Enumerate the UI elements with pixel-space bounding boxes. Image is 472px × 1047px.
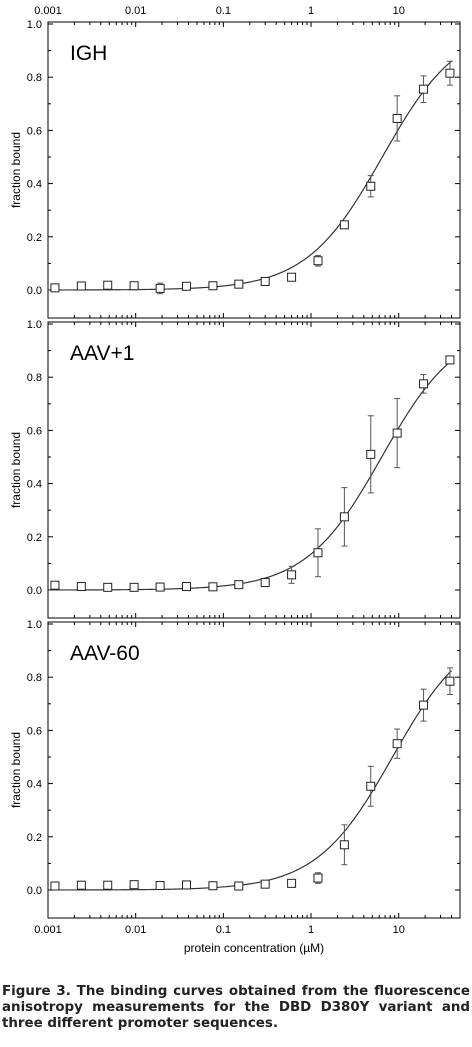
top-axis-tick-label: 1: [308, 5, 314, 17]
x-tick-label: 0.1: [216, 924, 231, 936]
data-point: [234, 279, 244, 289]
plot-frame: [47, 321, 461, 619]
panel-label: IGH: [70, 42, 107, 65]
binding-curves-figure: 0.001 0.01 0.1 1 100.00.20.40.60.81.0fractio…: [9, 5, 461, 955]
data-point: [419, 700, 429, 710]
x-tick-label: 0.001: [34, 924, 62, 936]
top-axis-tick-label: 0.1: [216, 5, 231, 17]
data-point: [392, 113, 402, 123]
data-point: [50, 283, 60, 293]
panel-label: AAV+1: [70, 342, 134, 365]
y-axis-title: fraction bound: [9, 132, 23, 208]
data-point: [76, 880, 86, 890]
data-point: [182, 281, 192, 291]
y-tick-label: 0.0: [27, 585, 42, 597]
y-axis-title: fraction bound: [9, 432, 23, 508]
figure-caption: Figure 3. The binding curves obtained fr…: [2, 984, 470, 1031]
data-point: [339, 512, 349, 522]
y-tick-label: 0.6: [27, 725, 42, 737]
data-point: [208, 281, 218, 291]
data-point: [287, 272, 297, 282]
chart-panel-igh: 0.0 0.2 0.4 0.6 0.8 1.0 fraction bound IGH: [9, 19, 461, 319]
data-point: [129, 281, 139, 291]
fit-curve: [48, 60, 452, 291]
data-point: [366, 781, 376, 791]
data-point: [129, 880, 139, 890]
data-point: [155, 880, 165, 890]
data-point: [155, 283, 165, 293]
y-tick-label: 0.0: [27, 285, 42, 297]
data-point: [76, 281, 86, 291]
y-tick-label: 0.8: [27, 372, 42, 384]
plot-frame: [47, 621, 461, 919]
top-axis-tick-label: 10: [393, 5, 405, 17]
data-point: [445, 676, 455, 686]
y-tick-label: 0.6: [27, 425, 42, 437]
data-point: [50, 580, 60, 590]
data-point: [339, 840, 349, 850]
plot-frame: [47, 21, 461, 319]
data-point: [313, 873, 323, 883]
data-point: [339, 220, 349, 230]
x-tick-label: 0.01: [125, 924, 146, 936]
data-point: [419, 379, 429, 389]
data-point: [234, 881, 244, 891]
data-point: [103, 880, 113, 890]
y-tick-label: 0.4: [27, 479, 42, 491]
x-tick-label: 1: [308, 924, 314, 936]
y-tick-label: 1.0: [27, 319, 42, 331]
data-point: [155, 582, 165, 592]
data-point: [182, 880, 192, 890]
data-point: [50, 881, 60, 891]
x-axis-title: protein concentration (µM): [184, 941, 324, 955]
data-point: [392, 739, 402, 749]
y-tick-label: 0.6: [27, 125, 42, 137]
data-point: [208, 881, 218, 891]
top-axis-tick-label: 0.001: [34, 5, 62, 17]
data-point: [419, 84, 429, 94]
y-axis-title: fraction bound: [9, 732, 23, 808]
data-point: [445, 355, 455, 365]
data-point: [103, 280, 113, 290]
data-point: [287, 570, 297, 580]
data-point: [103, 582, 113, 592]
panel-label: AAV-60: [70, 642, 140, 665]
chart-panel-aav-1: 0.0 0.2 0.4 0.6 0.8 1.0 fraction bound AAV+1: [9, 319, 461, 619]
y-tick-label: 0.0: [27, 885, 42, 897]
data-point: [234, 580, 244, 590]
y-tick-label: 0.8: [27, 672, 42, 684]
data-point: [287, 878, 297, 888]
x-tick-label: 10: [393, 924, 405, 936]
data-point: [392, 428, 402, 438]
data-point: [129, 582, 139, 592]
data-point: [313, 548, 323, 558]
y-tick-label: 0.2: [27, 832, 42, 844]
y-tick-label: 0.8: [27, 72, 42, 84]
data-point: [445, 68, 455, 78]
y-tick-label: 1.0: [27, 19, 42, 31]
data-point: [260, 276, 270, 286]
data-point: [366, 181, 376, 191]
data-point: [260, 578, 270, 588]
y-tick-label: 1.0: [27, 619, 42, 631]
data-point: [208, 582, 218, 592]
top-axis-tick-label: 0.01: [125, 5, 146, 17]
y-tick-label: 0.2: [27, 532, 42, 544]
y-tick-label: 0.4: [27, 179, 42, 191]
chart-panel-aav-60: 0.0 0.2 0.4 0.6 0.8 1.0 fraction bound AAV-60 0.…: [9, 619, 461, 955]
data-point: [313, 256, 323, 266]
data-point: [76, 582, 86, 592]
data-point: [260, 879, 270, 889]
fit-curve: [48, 670, 452, 891]
fit-curve: [48, 360, 452, 591]
data-point: [366, 449, 376, 459]
y-tick-label: 0.2: [27, 232, 42, 244]
data-point: [182, 582, 192, 592]
y-tick-label: 0.4: [27, 779, 42, 791]
